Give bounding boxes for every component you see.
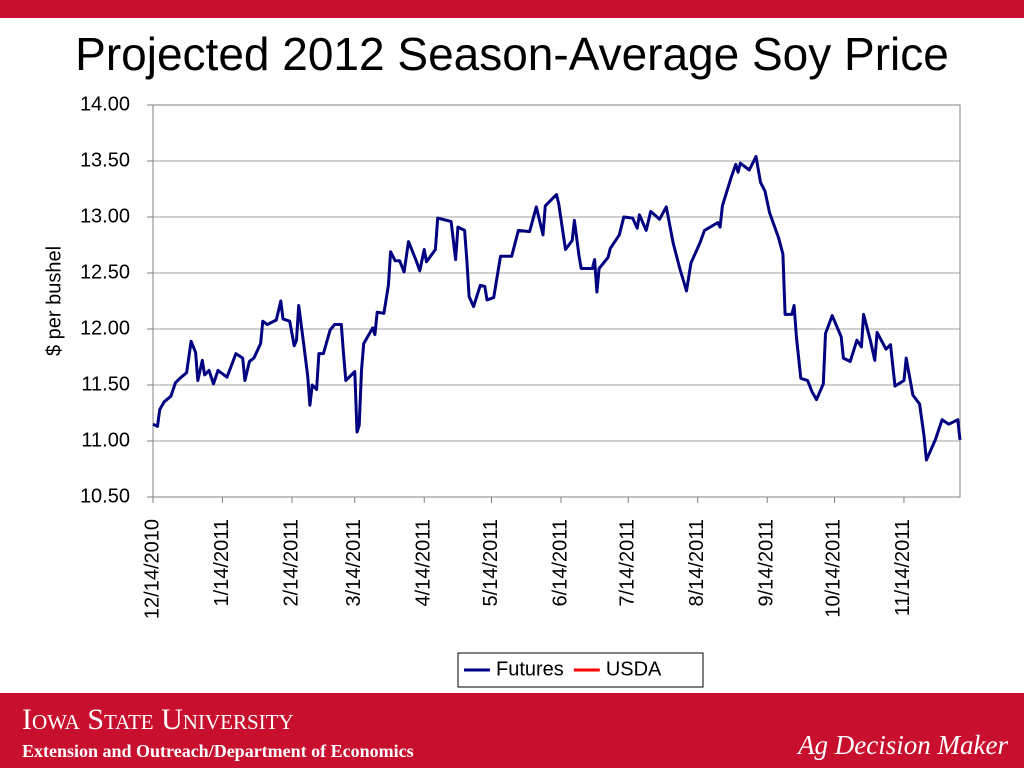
y-tick-label: 13.00: [80, 205, 130, 227]
legend-label: USDA: [606, 658, 662, 680]
x-tick-label: 6/14/2011: [549, 519, 571, 607]
footer-band: [0, 693, 1024, 768]
x-tick-label: 9/14/2011: [755, 519, 777, 607]
y-tick-label: 10.50: [80, 485, 130, 507]
series-line: [152, 155, 962, 462]
y-tick-label: 12.50: [80, 261, 130, 283]
x-tick-label: 3/14/2011: [343, 519, 365, 607]
legend-label: Futures: [496, 658, 564, 680]
y-tick-label: 11.50: [81, 373, 130, 395]
y-tick-label: 14.00: [80, 93, 130, 115]
y-tick-label: 12.00: [80, 317, 130, 339]
plot-frame: [152, 104, 961, 498]
x-tick-label: 2/14/2011: [280, 519, 302, 607]
chart-title: Projected 2012 Season-Average Soy Price: [75, 28, 949, 80]
x-tick-label: 1/14/2011: [211, 519, 233, 607]
y-axis-label: $ per bushel: [43, 246, 65, 356]
x-tick-label: 10/14/2011: [823, 519, 845, 618]
x-tick-label: 12/14/2010: [141, 519, 163, 619]
x-tick-label: 4/14/2011: [413, 519, 435, 607]
x-tick-label: 8/14/2011: [686, 519, 708, 607]
brand: Ag Decision Maker: [796, 730, 1008, 760]
y-tick-label: 13.50: [80, 149, 130, 171]
department: Extension and Outreach/Department of Eco…: [22, 741, 414, 761]
x-tick-label: 5/14/2011: [480, 519, 502, 607]
top-band: [0, 0, 1024, 18]
y-tick-label: 11.00: [81, 429, 130, 451]
x-tick-label: 11/14/2011: [892, 519, 914, 616]
university-name: Iowa State University: [22, 703, 294, 736]
x-tick-label: 7/14/2011: [617, 519, 639, 607]
